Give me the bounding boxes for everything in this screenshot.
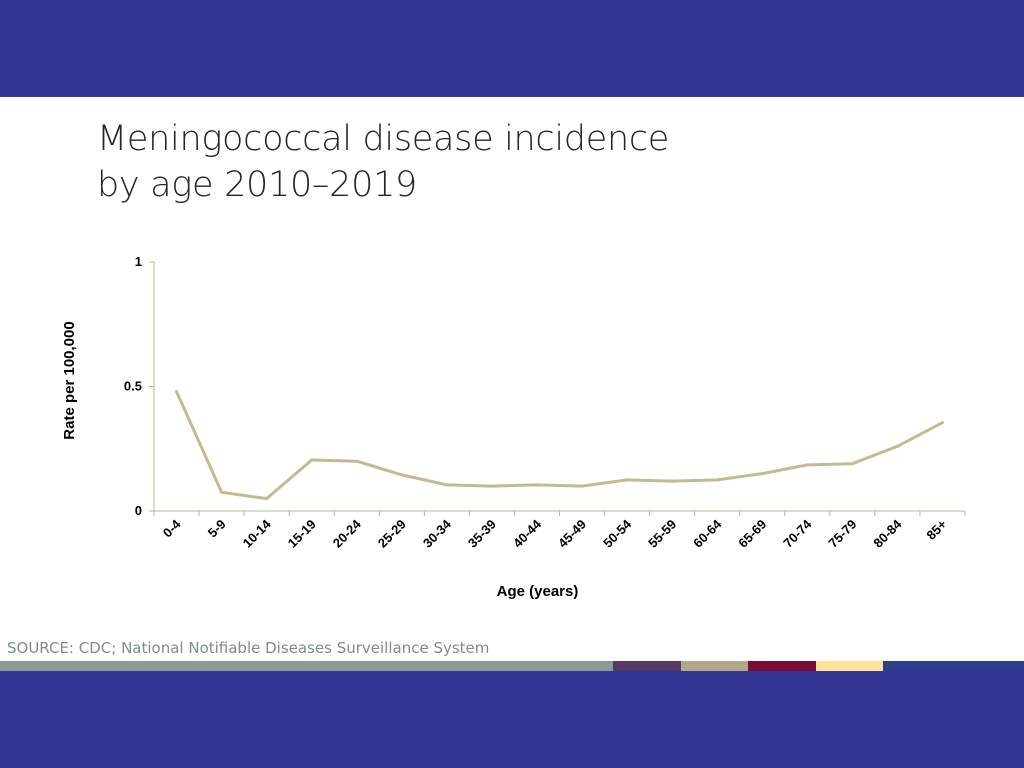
data-point (175, 389, 179, 393)
x-tick-label: 30-34 (420, 516, 455, 551)
slide-title-line-2: by age 2010–2019 (97, 165, 418, 205)
slide-title: Meningococcal disease incidence by age 2… (97, 116, 897, 208)
x-tick-label: 15-19 (285, 517, 319, 551)
data-point (355, 459, 359, 463)
data-point (445, 483, 449, 487)
top-banner (0, 0, 1024, 97)
x-tick-label: 25-29 (375, 517, 409, 551)
x-tick-label: 85+ (923, 516, 949, 542)
y-axis-title: Rate per 100,000 (61, 321, 78, 439)
source-note: SOURCE: CDC; National Notifiable Disease… (7, 639, 490, 657)
x-axis-title: Age (years) (497, 583, 579, 600)
stripe-purple (613, 661, 681, 671)
stripe-maroon (748, 661, 816, 671)
stripe-tan (681, 661, 748, 671)
data-point (265, 497, 269, 501)
stripe-blue (883, 661, 1024, 671)
data-point (580, 484, 584, 488)
stripe-cream (816, 661, 883, 671)
data-point (490, 484, 494, 488)
data-point (310, 458, 314, 462)
x-tick-label: 10-14 (240, 516, 275, 551)
incidence-line-chart: 0 0.5 1 0-4 5-9 10-14 15-19 20-24 25-29 30-34 35-3… (61, 254, 966, 600)
data-point (805, 463, 809, 467)
x-tick-label: 65-69 (735, 517, 769, 551)
series-line (175, 390, 944, 501)
y-tick-label: 1 (135, 254, 142, 269)
data-point (220, 490, 224, 494)
stripe-grey (0, 661, 613, 671)
data-point (850, 462, 854, 466)
x-tick-label: 55-59 (645, 517, 679, 551)
x-tick-label: 70-74 (780, 516, 815, 551)
x-tick-label: 75-79 (825, 517, 859, 551)
x-tick-label: 40-44 (510, 516, 545, 551)
x-tick-label: 60-64 (690, 516, 725, 551)
data-point (400, 473, 404, 477)
data-point (670, 479, 674, 483)
bottom-banner (0, 671, 1024, 768)
data-point (760, 472, 764, 476)
x-tick-label: 35-39 (465, 517, 499, 551)
slide-title-line-1: Meningococcal disease incidence (97, 119, 670, 159)
x-tick-label: 50-54 (600, 516, 635, 551)
data-point (535, 483, 539, 487)
y-tick-label: 0 (135, 503, 142, 518)
x-tick-label: 45-49 (555, 517, 589, 551)
x-tick-label: 80-84 (870, 516, 905, 551)
data-point (940, 421, 944, 425)
x-tick-label: 20-24 (330, 516, 365, 551)
data-point (625, 478, 629, 482)
data-point (715, 478, 719, 482)
x-tick-label: 5-9 (205, 517, 229, 541)
data-point (895, 444, 899, 448)
x-tick-label: 0-4 (160, 516, 184, 540)
y-tick-label: 0.5 (124, 379, 142, 394)
